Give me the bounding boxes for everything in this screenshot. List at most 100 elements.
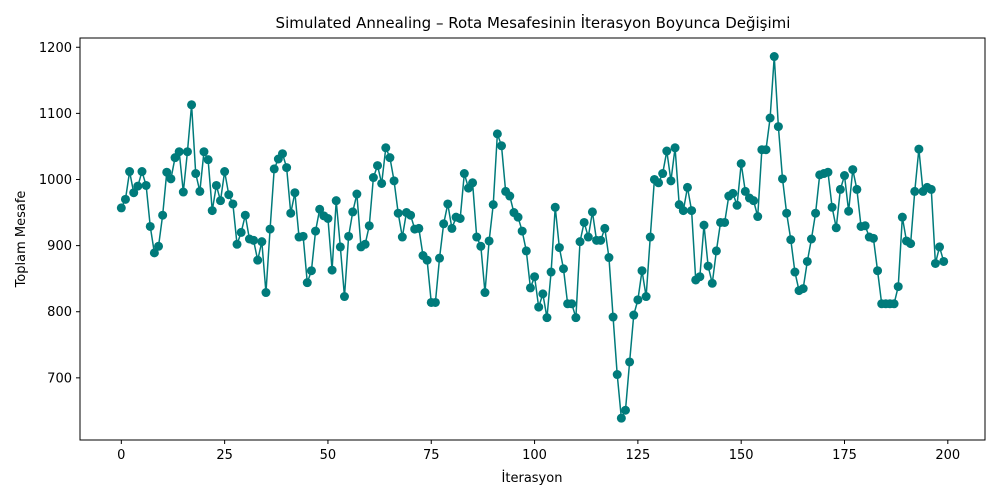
y-tick-label: 1000 bbox=[39, 173, 72, 188]
data-point bbox=[488, 200, 498, 210]
data-point bbox=[860, 221, 870, 231]
y-tick-label: 900 bbox=[47, 239, 72, 254]
data-point bbox=[211, 180, 221, 190]
data-point bbox=[823, 167, 833, 177]
data-point bbox=[290, 188, 300, 198]
data-point bbox=[414, 223, 424, 233]
data-point bbox=[327, 265, 337, 275]
data-point bbox=[629, 310, 639, 320]
data-point bbox=[687, 206, 697, 216]
data-point bbox=[381, 143, 391, 153]
data-point bbox=[422, 255, 432, 265]
data-point bbox=[513, 212, 523, 222]
chart-title: Simulated Annealing – Rota Mesafesinin İ… bbox=[276, 13, 791, 32]
data-point bbox=[497, 141, 507, 151]
data-point bbox=[558, 264, 568, 274]
data-point bbox=[166, 174, 176, 184]
data-point bbox=[852, 184, 862, 194]
y-tick-label: 700 bbox=[47, 371, 72, 386]
data-point bbox=[116, 203, 126, 213]
data-point bbox=[848, 165, 858, 175]
data-point bbox=[802, 256, 812, 266]
data-point bbox=[654, 178, 664, 188]
data-point bbox=[530, 272, 540, 282]
data-point bbox=[840, 171, 849, 181]
data-point bbox=[703, 261, 713, 271]
data-point bbox=[831, 223, 841, 233]
data-point bbox=[798, 284, 808, 294]
data-point bbox=[521, 246, 531, 256]
data-point bbox=[596, 235, 606, 245]
plot-frame bbox=[79, 37, 986, 441]
data-point bbox=[806, 234, 816, 244]
data-point bbox=[740, 186, 750, 196]
x-tick-label: 175 bbox=[832, 448, 857, 463]
data-point bbox=[253, 255, 263, 265]
data-point bbox=[761, 145, 771, 155]
series-line bbox=[120, 56, 945, 421]
data-point bbox=[658, 169, 668, 179]
data-point bbox=[492, 129, 502, 139]
data-point bbox=[926, 184, 936, 194]
data-point bbox=[339, 292, 349, 302]
data-point bbox=[393, 208, 403, 218]
data-point bbox=[662, 146, 672, 156]
data-point bbox=[728, 188, 738, 198]
data-point bbox=[505, 191, 515, 201]
data-point bbox=[203, 155, 213, 165]
data-point bbox=[620, 405, 630, 415]
data-point bbox=[154, 241, 164, 251]
data-point bbox=[360, 239, 370, 249]
data-point bbox=[282, 163, 292, 173]
data-point bbox=[732, 200, 742, 210]
data-point bbox=[625, 357, 635, 367]
data-point bbox=[542, 313, 552, 323]
data-point bbox=[897, 212, 907, 222]
data-point bbox=[265, 224, 275, 234]
x-tick-label: 150 bbox=[729, 448, 754, 463]
data-point bbox=[137, 167, 147, 177]
data-point bbox=[666, 176, 676, 186]
data-point bbox=[199, 147, 209, 157]
data-point bbox=[914, 144, 924, 154]
data-point bbox=[827, 202, 837, 212]
data-point bbox=[699, 220, 709, 230]
data-point bbox=[435, 253, 445, 263]
data-point bbox=[298, 231, 308, 241]
data-point bbox=[364, 221, 374, 231]
data-point bbox=[720, 217, 730, 227]
data-point bbox=[637, 266, 647, 276]
data-point bbox=[352, 189, 362, 199]
x-tick-label: 0 bbox=[117, 448, 125, 463]
data-point bbox=[753, 212, 763, 222]
data-point bbox=[406, 210, 416, 220]
data-point bbox=[930, 258, 940, 268]
data-point bbox=[517, 226, 527, 236]
data-point bbox=[695, 272, 705, 282]
data-point bbox=[678, 206, 688, 216]
data-point bbox=[182, 147, 192, 157]
data-point bbox=[682, 182, 692, 192]
x-axis: 0 25 50 75 100 125 150 175 200 bbox=[117, 440, 960, 463]
y-tick-label: 1200 bbox=[39, 41, 72, 56]
data-point bbox=[612, 370, 622, 380]
y-tick-label: 1100 bbox=[39, 107, 72, 122]
data-point bbox=[455, 214, 465, 223]
data-point bbox=[240, 210, 250, 220]
data-point bbox=[749, 196, 759, 206]
data-point bbox=[323, 214, 333, 223]
data-point bbox=[195, 186, 205, 196]
data-point bbox=[397, 232, 407, 242]
data-point bbox=[778, 174, 788, 184]
data-point bbox=[174, 147, 184, 157]
x-tick-label: 25 bbox=[216, 448, 233, 463]
data-point bbox=[670, 143, 680, 153]
data-point bbox=[575, 237, 585, 247]
data-point bbox=[439, 219, 449, 229]
data-point bbox=[443, 199, 453, 209]
data-point bbox=[906, 239, 916, 249]
data-point bbox=[571, 313, 581, 323]
data-point bbox=[224, 190, 234, 200]
x-tick-label: 200 bbox=[935, 448, 960, 463]
data-point bbox=[835, 184, 845, 194]
